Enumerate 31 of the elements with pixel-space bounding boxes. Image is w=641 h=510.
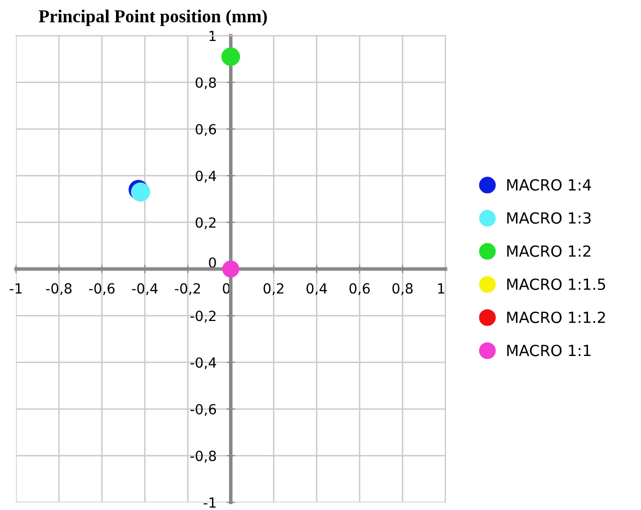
x-tick-label: -1 [10,283,22,294]
point [221,47,240,66]
y-tick-label: 0,4 [196,170,216,183]
y-tick-label: -0,2 [190,310,216,323]
legend-label: MACRO 1:1 [507,344,590,356]
legend-label: MACRO 1:3 [507,212,591,224]
y-tick-label: 0 [208,257,216,268]
x-tick-label: 0,4 [306,283,327,296]
y-tick-label: -0,6 [190,404,216,416]
chart-title: Principal Point position (mm) [38,10,267,26]
legend-label: MACRO 1:1.2 [507,312,605,324]
y-tick-label: -0,4 [190,357,216,370]
legend-label: MACRO 1:4 [507,179,591,191]
y-tick-label: -0,8 [190,450,216,463]
y-tick-label: 1 [210,30,216,41]
x-tick-label: -0,6 [89,283,115,296]
x-tick-label: 0 [222,283,230,294]
legend-label: MACRO 1:2 [507,245,590,257]
x-tick-label: 0,8 [392,283,413,296]
y-tick-label: 0,6 [196,124,216,136]
x-tick-label: 1 [438,283,444,294]
legend-label: MACRO 1:1.5 [507,278,606,290]
x-tick-label: 0,6 [349,283,370,296]
point [222,260,240,278]
x-tick-label: 0,2 [264,283,284,296]
x-tick-label: -0,4 [132,283,158,296]
x-tick-label: -0,8 [46,283,72,296]
y-tick-label: -1 [204,498,216,508]
y-tick-label: 0,8 [196,77,216,90]
y-tick-label: 0,2 [196,217,216,230]
x-tick-label: -0,2 [174,283,200,296]
